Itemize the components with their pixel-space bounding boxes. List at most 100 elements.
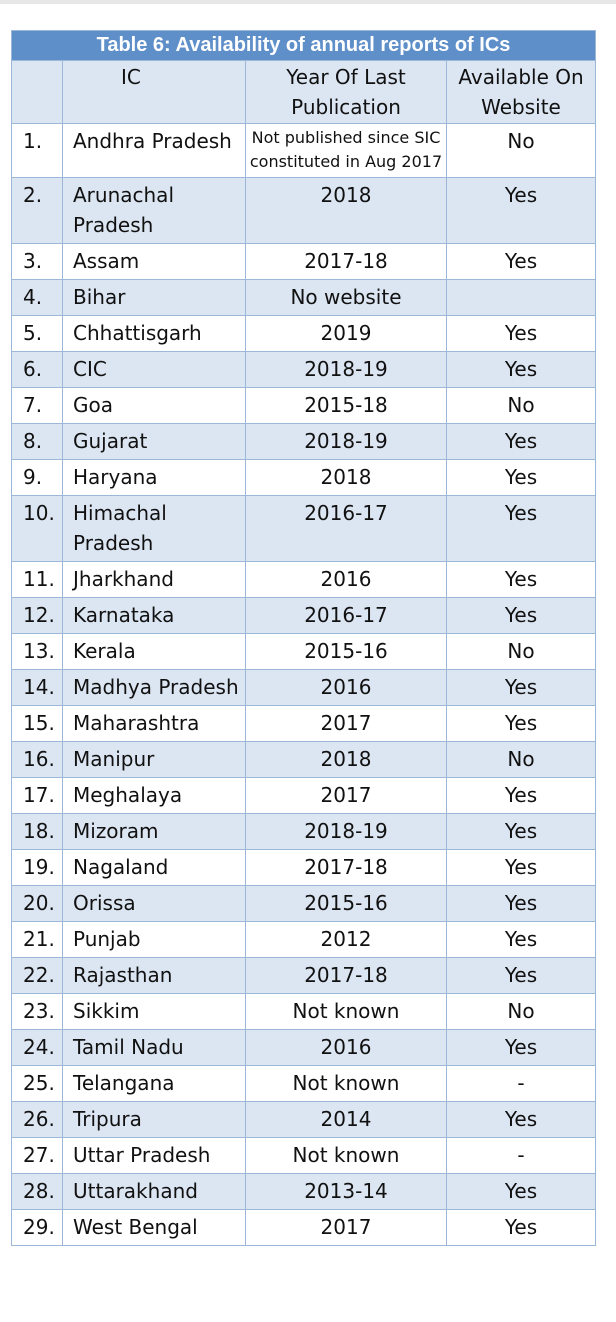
- table-row: 2. Arunachal Pradesh 2018 Yes: [11, 177, 596, 244]
- available-on-website-cell: -: [446, 1065, 596, 1102]
- available-on-website-cell: Yes: [446, 177, 596, 244]
- table-row: 21. Punjab 2012 Yes: [11, 921, 596, 958]
- table-row: 24. Tamil Nadu 2016 Yes: [11, 1029, 596, 1066]
- available-on-website-cell: Yes: [446, 561, 596, 598]
- year-of-last-publication-cell: 2014: [245, 1101, 447, 1138]
- table-row: 22. Rajasthan 2017-18 Yes: [11, 957, 596, 994]
- year-of-last-publication-cell: Not known: [245, 993, 447, 1030]
- row-number-cell: 28.: [11, 1173, 63, 1210]
- available-on-website-cell: Yes: [446, 495, 596, 562]
- available-on-website-cell: Yes: [446, 705, 596, 742]
- ic-name-cell: West Bengal: [62, 1209, 246, 1246]
- year-of-last-publication-cell: 2016-17: [245, 495, 447, 562]
- year-of-last-publication-cell: 2018-19: [245, 423, 447, 460]
- table-row: 9. Haryana 2018 Yes: [11, 459, 596, 496]
- ic-name-cell: Mizoram: [62, 813, 246, 850]
- row-number-cell: 15.: [11, 705, 63, 742]
- row-number-cell: 16.: [11, 741, 63, 778]
- available-on-website-cell: No: [446, 741, 596, 778]
- table-row: 28. Uttarakhand 2013-14 Yes: [11, 1173, 596, 1210]
- available-on-website-cell: Yes: [446, 885, 596, 922]
- table-body: 1. Andhra Pradesh Not published since SIC …: [11, 123, 596, 1246]
- year-of-last-publication-cell: Not known: [245, 1065, 447, 1102]
- table-row: 15. Maharashtra 2017 Yes: [11, 705, 596, 742]
- row-number-cell: 18.: [11, 813, 63, 850]
- ic-name-cell: Uttarakhand: [62, 1173, 246, 1210]
- available-on-website-cell: No: [446, 123, 596, 178]
- table-row: 19. Nagaland 2017-18 Yes: [11, 849, 596, 886]
- row-number-cell: 8.: [11, 423, 63, 460]
- year-of-last-publication-cell: 2016: [245, 1029, 447, 1066]
- table-caption: Table 6: Availability of annual reports …: [11, 30, 596, 60]
- ic-name-cell: Gujarat: [62, 423, 246, 460]
- year-of-last-publication-cell: 2017: [245, 705, 447, 742]
- annual-reports-table: Table 6: Availability of annual reports …: [11, 30, 596, 1246]
- available-on-website-cell: Yes: [446, 669, 596, 706]
- table-row: 25. Telangana Not known -: [11, 1065, 596, 1102]
- year-of-last-publication-cell: 2015-18: [245, 387, 447, 424]
- table-row: 5. Chhattisgarh 2019 Yes: [11, 315, 596, 352]
- table-row: 1. Andhra Pradesh Not published since SIC …: [11, 123, 596, 178]
- ic-name-cell: Meghalaya: [62, 777, 246, 814]
- row-number-cell: 4.: [11, 279, 63, 316]
- ic-name-cell: Orissa: [62, 885, 246, 922]
- year-of-last-publication-cell: 2012: [245, 921, 447, 958]
- available-on-website-cell: [446, 279, 596, 316]
- table-row: 3. Assam 2017-18 Yes: [11, 243, 596, 280]
- available-on-website-cell: Yes: [446, 1209, 596, 1246]
- cut-off-text-line: [0, 1312, 616, 1322]
- available-on-website-cell: Yes: [446, 423, 596, 460]
- ic-name-cell: Madhya Pradesh: [62, 669, 246, 706]
- ic-name-cell: Uttar Pradesh: [62, 1137, 246, 1174]
- ic-name-cell: Telangana: [62, 1065, 246, 1102]
- year-of-last-publication-cell: 2017-18: [245, 243, 447, 280]
- ic-name-cell: Maharashtra: [62, 705, 246, 742]
- table-row: 27. Uttar Pradesh Not known -: [11, 1137, 596, 1174]
- available-on-website-cell: Yes: [446, 813, 596, 850]
- row-number-cell: 17.: [11, 777, 63, 814]
- available-on-website-cell: Yes: [446, 243, 596, 280]
- table-row: 26. Tripura 2014 Yes: [11, 1101, 596, 1138]
- table-row: 10. Himachal Pradesh 2016-17 Yes: [11, 495, 596, 562]
- year-of-last-publication-cell: Not published since SIC constituted in A…: [245, 123, 447, 178]
- ic-name-cell: Arunachal Pradesh: [62, 177, 246, 244]
- ic-name-cell: Himachal Pradesh: [62, 495, 246, 562]
- year-of-last-publication-cell: 2017: [245, 777, 447, 814]
- year-of-last-publication-cell: 2018: [245, 459, 447, 496]
- table-row: 18. Mizoram 2018-19 Yes: [11, 813, 596, 850]
- ic-name-cell: Haryana: [62, 459, 246, 496]
- ic-name-cell: Bihar: [62, 279, 246, 316]
- available-on-website-cell: Yes: [446, 921, 596, 958]
- available-on-website-cell: Yes: [446, 777, 596, 814]
- year-of-last-publication-cell: 2019: [245, 315, 447, 352]
- ic-name-cell: CIC: [62, 351, 246, 388]
- ic-name-cell: Karnataka: [62, 597, 246, 634]
- table-row: 4. Bihar No website: [11, 279, 596, 316]
- row-number-cell: 14.: [11, 669, 63, 706]
- available-on-website-cell: Yes: [446, 459, 596, 496]
- table-row: 29. West Bengal 2017 Yes: [11, 1209, 596, 1246]
- row-number-cell: 6.: [11, 351, 63, 388]
- year-of-last-publication-cell: 2018-19: [245, 813, 447, 850]
- year-of-last-publication-cell: 2016: [245, 669, 447, 706]
- table-row: 20. Orissa 2015-16 Yes: [11, 885, 596, 922]
- table-row: 13. Kerala 2015-16 No: [11, 633, 596, 670]
- year-of-last-publication-cell: 2015-16: [245, 633, 447, 670]
- ic-name-cell: Tamil Nadu: [62, 1029, 246, 1066]
- table-row: 7. Goa 2015-18 No: [11, 387, 596, 424]
- ic-name-cell: Nagaland: [62, 849, 246, 886]
- available-on-website-cell: Yes: [446, 351, 596, 388]
- available-on-website-cell: Yes: [446, 1029, 596, 1066]
- table-row: 16. Manipur 2018 No: [11, 741, 596, 778]
- header-ic: IC: [62, 60, 246, 124]
- row-number-cell: 10.: [11, 495, 63, 562]
- row-number-cell: 7.: [11, 387, 63, 424]
- ic-name-cell: Tripura: [62, 1101, 246, 1138]
- ic-name-cell: Assam: [62, 243, 246, 280]
- row-number-cell: 13.: [11, 633, 63, 670]
- year-of-last-publication-cell: 2016: [245, 561, 447, 598]
- row-number-cell: 19.: [11, 849, 63, 886]
- ic-name-cell: Sikkim: [62, 993, 246, 1030]
- ic-name-cell: Andhra Pradesh: [62, 123, 246, 178]
- top-rule: [0, 0, 616, 4]
